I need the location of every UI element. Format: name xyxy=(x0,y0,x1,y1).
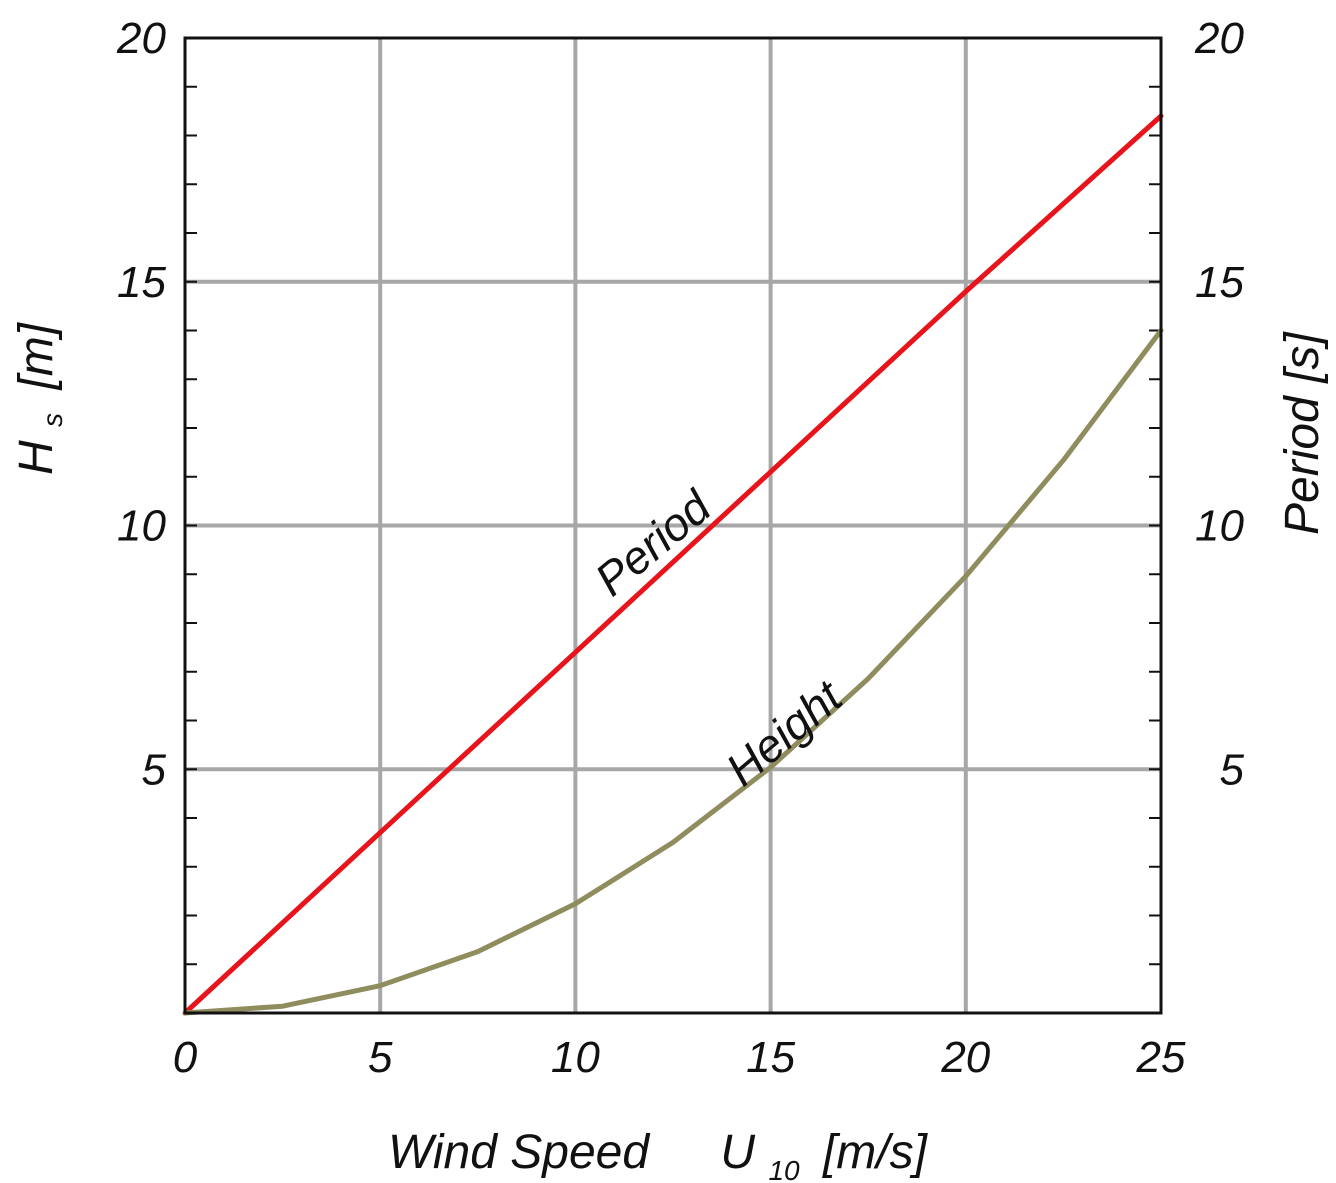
period-curve-label: Period xyxy=(585,479,721,605)
x-tick-label: 0 xyxy=(173,1033,198,1082)
series-line-height xyxy=(182,328,1164,1016)
y-right-tick-label: 20 xyxy=(1194,14,1244,63)
y-right-tick-label: 10 xyxy=(1195,502,1244,551)
y-left-tick-label: 5 xyxy=(142,745,167,794)
x-tick-label: 5 xyxy=(368,1033,393,1082)
y-left-axis-title: H s [m] xyxy=(10,321,73,475)
x-tick-label: 20 xyxy=(940,1033,990,1082)
y-left-tick-label: 10 xyxy=(117,502,166,551)
grid xyxy=(185,38,1161,1013)
plot-frame xyxy=(183,36,1163,1015)
height-curve-label: Height xyxy=(716,669,853,796)
x-axis-subscript: 10 xyxy=(768,1155,800,1183)
y-right-tick-label: 15 xyxy=(1195,258,1244,307)
y-right-tick-label: 5 xyxy=(1220,745,1245,794)
series-line-period xyxy=(182,113,1164,1016)
x-axis-title-text: Wind Speed xyxy=(388,1126,650,1179)
y-left-tick-label: 15 xyxy=(117,258,166,307)
x-tick-label: 10 xyxy=(551,1033,600,1082)
series xyxy=(182,113,1164,1016)
x-axis-unit: [m/s] xyxy=(822,1126,929,1179)
minor-ticks xyxy=(185,85,1161,966)
x-tick-label: 25 xyxy=(1136,1033,1186,1082)
tick-labels: 0 5 10 15 20 25 5 10 15 20 5 10 15 20 xyxy=(116,14,1244,1082)
x-tick-label: 15 xyxy=(746,1033,795,1082)
y-left-axis-unit: [m] xyxy=(10,321,63,390)
y-left-axis-symbol: H xyxy=(10,440,63,475)
y-left-axis-subscript: s xyxy=(37,413,68,427)
y-left-tick-label: 20 xyxy=(116,14,166,63)
x-axis-symbol: U xyxy=(720,1126,755,1179)
y-right-axis-title: Period [s] xyxy=(1276,331,1329,535)
x-axis-title: Wind Speed U 10 [m/s] xyxy=(388,1126,929,1183)
